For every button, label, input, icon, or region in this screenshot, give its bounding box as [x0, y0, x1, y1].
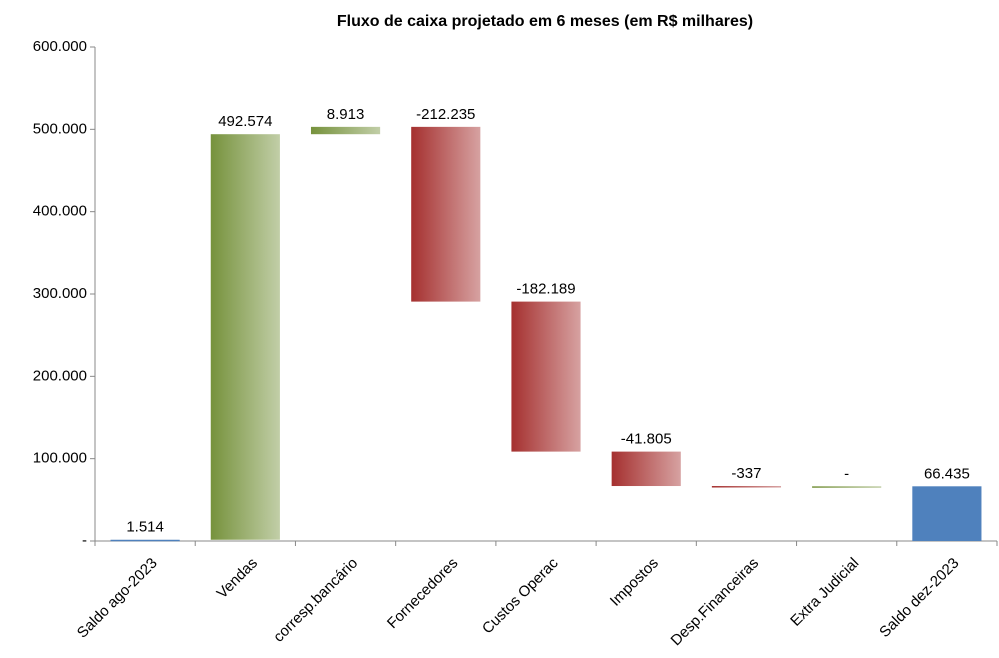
bar [110, 539, 180, 542]
y-tick-label: 600.000 [33, 38, 87, 55]
value-label: -337 [731, 465, 761, 482]
value-label: 8.913 [327, 106, 365, 123]
value-label: -212.235 [416, 106, 475, 123]
chart-title: Fluxo de caixa projetado em 6 meses (em … [337, 13, 753, 30]
bar [210, 134, 280, 540]
x-tick-label: Extra Judicial [787, 555, 862, 630]
y-tick-label: 200.000 [33, 367, 87, 384]
value-label: -182.189 [516, 281, 575, 298]
x-tick-label: Custos Operac [479, 554, 562, 637]
y-tick-label: 100.000 [33, 450, 87, 467]
y-tick-label: 300.000 [33, 285, 87, 302]
x-tick-label: Vendas [214, 555, 261, 602]
x-tick-label: Saldo ago-2023 [74, 555, 161, 642]
bar [511, 301, 581, 452]
y-tick-label: 500.000 [33, 120, 87, 137]
value-label: 492.574 [218, 113, 272, 130]
x-tick-label: Impostos [607, 555, 662, 610]
y-tick-label: 400.000 [33, 203, 87, 220]
x-tick-label: Saldo dez-2023 [876, 555, 962, 641]
bar [411, 126, 481, 302]
value-label: 66.435 [924, 465, 970, 482]
value-label: 1.514 [126, 519, 164, 536]
bar [310, 126, 381, 135]
x-tick-label: corresp.bancário [270, 555, 361, 646]
bar [912, 486, 982, 541]
value-label: - [844, 465, 849, 482]
bar [812, 486, 882, 488]
bar [611, 451, 681, 487]
value-label: -41.805 [621, 431, 672, 448]
y-tick-label: - [82, 532, 87, 549]
bar [711, 486, 782, 488]
x-tick-label: Fornecedores [384, 555, 461, 632]
x-tick-label: Desp.Financeiras [668, 555, 763, 650]
